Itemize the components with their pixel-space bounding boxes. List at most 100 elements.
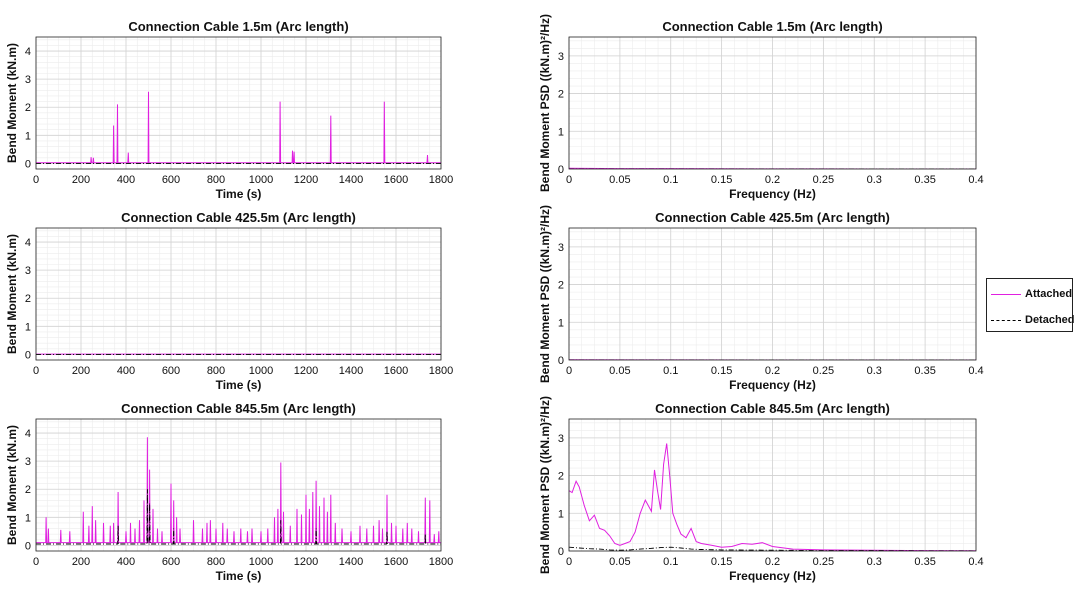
y-axis-label: Bend Moment (kN.m)	[5, 425, 19, 545]
axes-frame	[568, 36, 977, 170]
x-tick-label: 800	[207, 365, 225, 377]
y-tick-label: 2	[558, 471, 564, 483]
x-tick-label: 600	[162, 556, 180, 568]
chart-1: 0 200 400 600 800 1000 1200 1400 1600 1800 0 1 2 3 4 Co…	[5, 19, 453, 201]
x-tick-label: 0	[33, 365, 39, 377]
y-tick-label: 0	[558, 546, 564, 558]
y-tick-label: 3	[558, 242, 564, 254]
chart-title: Connection Cable 425.5m (Arc length)	[121, 210, 356, 225]
y-tick-label: 1	[558, 317, 564, 329]
x-tick-label: 0.15	[711, 365, 732, 377]
chart-2: 0 0.05 0.1 0.15 0.2 0.25 0.3 0.35 0.4 0 1 2 3 Connect…	[538, 14, 984, 201]
minor-grid	[35, 37, 442, 170]
major-grid	[568, 228, 977, 361]
x-tick-label: 1000	[249, 365, 273, 377]
chart-6: 0 0.05 0.1 0.15 0.2 0.25 0.3 0.35 0.4 0 1 2 3 Connect…	[538, 396, 984, 583]
y-tick-label: 2	[558, 280, 564, 292]
chart-3: 0 200 400 600 800 1000 1200 1400 1600 1800 0 1 2 3 4 Co…	[5, 210, 453, 392]
chart-title: Connection Cable 1.5m (Arc length)	[662, 19, 882, 34]
x-tick-label: 0.05	[609, 556, 630, 568]
minor-grid	[35, 228, 442, 361]
legend-item-attached: Attached	[991, 288, 1072, 300]
y-tick-label: 3	[25, 74, 31, 86]
x-tick-label: 0.25	[813, 365, 834, 377]
axes-frame	[35, 418, 442, 552]
y-tick-label: 1	[558, 508, 564, 520]
legend-swatch-detached	[991, 319, 1021, 321]
axes-frame	[568, 227, 977, 361]
x-tick-label: 600	[162, 174, 180, 186]
x-tick-label: 0.25	[813, 556, 834, 568]
x-tick-label: 800	[207, 174, 225, 186]
y-tick-label: 3	[558, 51, 564, 63]
y-tick-label: 4	[25, 46, 31, 58]
x-tick-label: 0	[566, 174, 572, 186]
series-line-detached	[569, 546, 976, 551]
x-tick-label: 1800	[429, 174, 453, 186]
series-line-attached	[36, 91, 441, 164]
x-tick-label: 600	[162, 365, 180, 377]
x-tick-label: 0.3	[867, 556, 882, 568]
x-tick-label: 400	[117, 174, 135, 186]
x-tick-label: 0.4	[968, 174, 983, 186]
legend-swatch-attached	[991, 293, 1021, 295]
x-tick-label: 1400	[339, 556, 363, 568]
y-tick-label: 2	[25, 484, 31, 496]
y-tick-label: 3	[25, 265, 31, 277]
x-tick-label: 400	[117, 365, 135, 377]
major-grid	[568, 37, 977, 170]
x-tick-label: 0.2	[765, 556, 780, 568]
x-tick-label: 1200	[294, 556, 318, 568]
x-axis-label: Time (s)	[216, 378, 262, 392]
y-axis-label: Bend Moment PSD ((kN.m)²/Hz)	[538, 14, 552, 192]
x-tick-label: 800	[207, 556, 225, 568]
minor-grid	[35, 419, 442, 552]
y-tick-label: 4	[25, 428, 31, 440]
x-tick-label: 1400	[339, 174, 363, 186]
x-tick-label: 1800	[429, 556, 453, 568]
y-tick-label: 4	[25, 237, 31, 249]
major-grid	[568, 419, 977, 552]
axes-frame	[568, 418, 977, 552]
x-tick-label: 0.25	[813, 174, 834, 186]
chart-title: Connection Cable 425.5m (Arc length)	[655, 210, 890, 225]
x-tick-label: 0.2	[765, 174, 780, 186]
x-axis-label: Frequency (Hz)	[729, 569, 816, 583]
y-axis-label: Bend Moment (kN.m)	[5, 234, 19, 354]
x-tick-label: 1200	[294, 174, 318, 186]
x-tick-label: 0.3	[867, 174, 882, 186]
x-tick-label: 1800	[429, 365, 453, 377]
chart-4: 0 0.05 0.1 0.15 0.2 0.25 0.3 0.35 0.4 0 1 2 3 Connect…	[538, 205, 984, 392]
y-tick-label: 1	[558, 126, 564, 138]
x-tick-label: 0	[33, 174, 39, 186]
y-tick-label: 2	[25, 293, 31, 305]
y-tick-label: 0	[25, 158, 31, 170]
chart-title: Connection Cable 1.5m (Arc length)	[128, 19, 348, 34]
x-tick-label: 0.1	[663, 174, 678, 186]
x-axis-label: Time (s)	[216, 187, 262, 201]
x-tick-label: 0.35	[914, 174, 935, 186]
x-tick-label: 1600	[384, 174, 408, 186]
legend-item-detached: Detached	[991, 314, 1075, 326]
x-tick-label: 400	[117, 556, 135, 568]
axes-frame	[35, 227, 442, 361]
y-tick-label: 0	[558, 355, 564, 367]
y-tick-label: 3	[25, 456, 31, 468]
x-tick-label: 1000	[249, 174, 273, 186]
x-tick-label: 0.4	[968, 556, 983, 568]
chart-title: Connection Cable 845.5m (Arc length)	[121, 401, 356, 416]
x-tick-label: 0	[33, 556, 39, 568]
plot-area	[569, 443, 976, 551]
x-tick-label: 1400	[339, 365, 363, 377]
y-tick-label: 2	[558, 89, 564, 101]
y-axis-label: Bend Moment PSD ((kN.m)²/Hz)	[538, 205, 552, 383]
chart-title: Connection Cable 845.5m (Arc length)	[655, 401, 890, 416]
x-tick-label: 0.35	[914, 365, 935, 377]
x-tick-label: 200	[72, 365, 90, 377]
plot-area	[36, 91, 441, 164]
x-tick-label: 200	[72, 556, 90, 568]
y-tick-label: 2	[25, 102, 31, 114]
x-tick-label: 0.05	[609, 174, 630, 186]
plot-area	[36, 437, 441, 545]
